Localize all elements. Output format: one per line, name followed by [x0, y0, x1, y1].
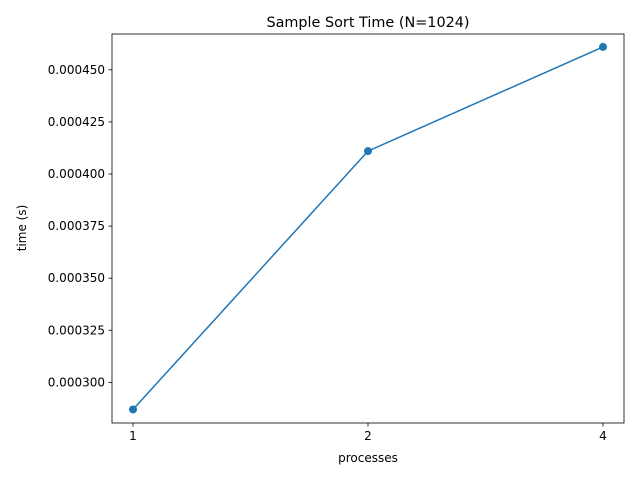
data-point [129, 405, 137, 414]
y-tick-label: 0.000350 [48, 271, 105, 285]
data-point [599, 42, 607, 51]
plot-frame [111, 33, 625, 424]
y-axis-label: time (s) [15, 205, 29, 252]
x-tick-label: 1 [129, 429, 137, 443]
y-axis-ticks: 0.000300 0.000325 0.000350 0.000375 0.000400… [48, 63, 112, 389]
data-point [364, 147, 372, 156]
y-tick-label: 0.000450 [48, 63, 105, 77]
y-tick-label: 0.000375 [48, 219, 105, 233]
x-tick-label: 4 [599, 429, 607, 443]
x-axis-label: processes [338, 451, 398, 465]
y-tick-label: 0.000300 [48, 375, 105, 389]
x-tick-label: 2 [364, 429, 372, 443]
x-axis-ticks: 1 2 4 [129, 423, 607, 443]
y-tick-label: 0.000400 [48, 167, 105, 181]
y-tick-label: 0.000425 [48, 115, 105, 129]
chart-title: Sample Sort Time (N=1024) [266, 15, 469, 31]
series-layer [129, 42, 607, 414]
y-tick-label: 0.000325 [48, 323, 105, 337]
